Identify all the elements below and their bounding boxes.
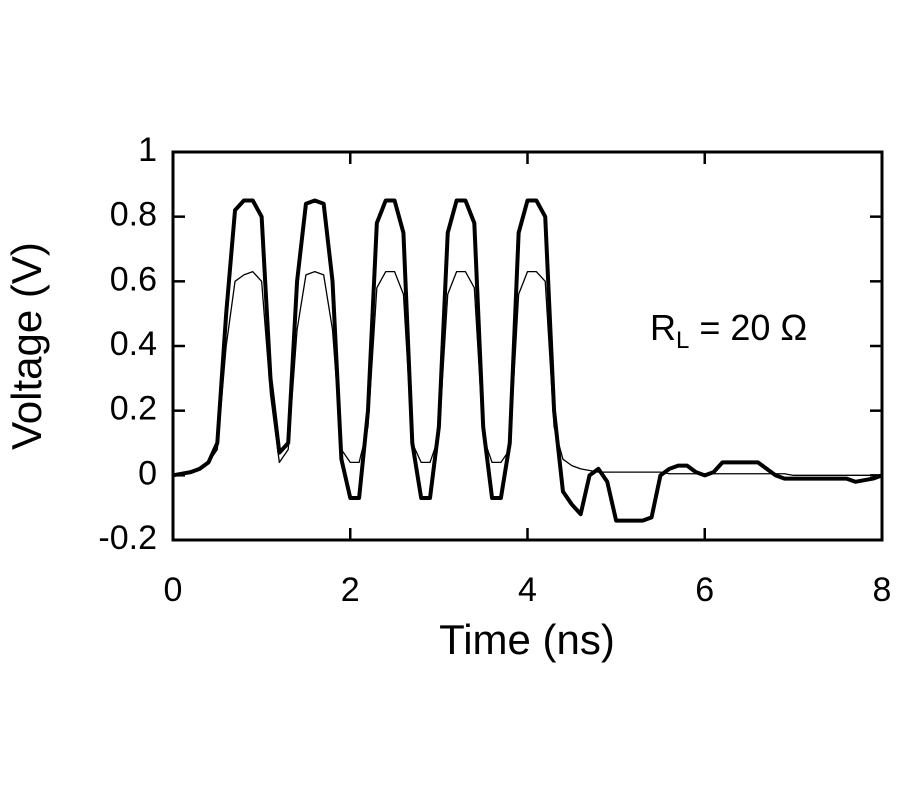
x-tick-label: 2: [341, 571, 360, 609]
y-tick-label: 0.2: [110, 390, 157, 428]
plot-frame: [171, 150, 884, 542]
x-tick-label: 8: [873, 571, 892, 609]
annotation-rest: = 20 Ω: [689, 307, 807, 348]
y-tick-label: 0: [138, 454, 157, 492]
x-tick-label: 4: [518, 571, 537, 609]
data-line: [172, 198, 883, 523]
annotation-subscript: L: [676, 327, 689, 354]
data-line: [172, 270, 882, 476]
y-tick-label: 1: [138, 131, 157, 169]
y-axis-label: Voltage (V): [3, 242, 50, 450]
y-tick-label: 0.8: [110, 196, 157, 234]
x-axis-label: Time (ns): [439, 616, 615, 663]
x-tick-label: 0: [164, 571, 183, 609]
annotation: RL = 20 Ω: [650, 307, 807, 355]
y-tick-label: 0.4: [110, 325, 157, 363]
annotation-main: R: [650, 307, 676, 348]
y-tick-label: 0.6: [110, 260, 157, 298]
y-tick-label: -0.2: [98, 519, 157, 557]
x-tick-label: 6: [695, 571, 714, 609]
